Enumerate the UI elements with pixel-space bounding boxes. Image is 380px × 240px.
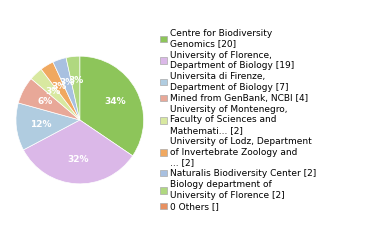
Text: 12%: 12% <box>30 120 51 129</box>
Text: 34%: 34% <box>104 97 125 106</box>
Wedge shape <box>24 120 133 184</box>
Wedge shape <box>16 103 80 150</box>
Wedge shape <box>80 56 144 156</box>
Text: 6%: 6% <box>37 97 52 106</box>
Text: 32%: 32% <box>67 155 89 164</box>
Wedge shape <box>31 69 80 120</box>
Text: 3%: 3% <box>68 76 83 85</box>
Wedge shape <box>18 79 80 120</box>
Wedge shape <box>41 62 80 120</box>
Wedge shape <box>66 56 80 120</box>
Text: 3%: 3% <box>45 87 60 96</box>
Text: 3%: 3% <box>60 78 75 87</box>
Wedge shape <box>53 58 80 120</box>
Text: 3%: 3% <box>52 82 67 90</box>
Legend: Centre for Biodiversity
Genomics [20], University of Florence,
Department of Bio: Centre for Biodiversity Genomics [20], U… <box>160 29 317 211</box>
